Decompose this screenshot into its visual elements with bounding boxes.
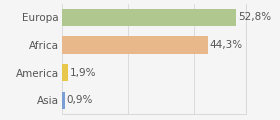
Bar	[62, 36, 208, 54]
Bar	[62, 92, 65, 109]
Bar	[62, 9, 236, 26]
Text: 44,3%: 44,3%	[210, 40, 243, 50]
Text: 0,9%: 0,9%	[67, 95, 93, 105]
Text: 52,8%: 52,8%	[238, 12, 271, 22]
Text: 1,9%: 1,9%	[70, 68, 96, 78]
Bar	[62, 64, 68, 81]
